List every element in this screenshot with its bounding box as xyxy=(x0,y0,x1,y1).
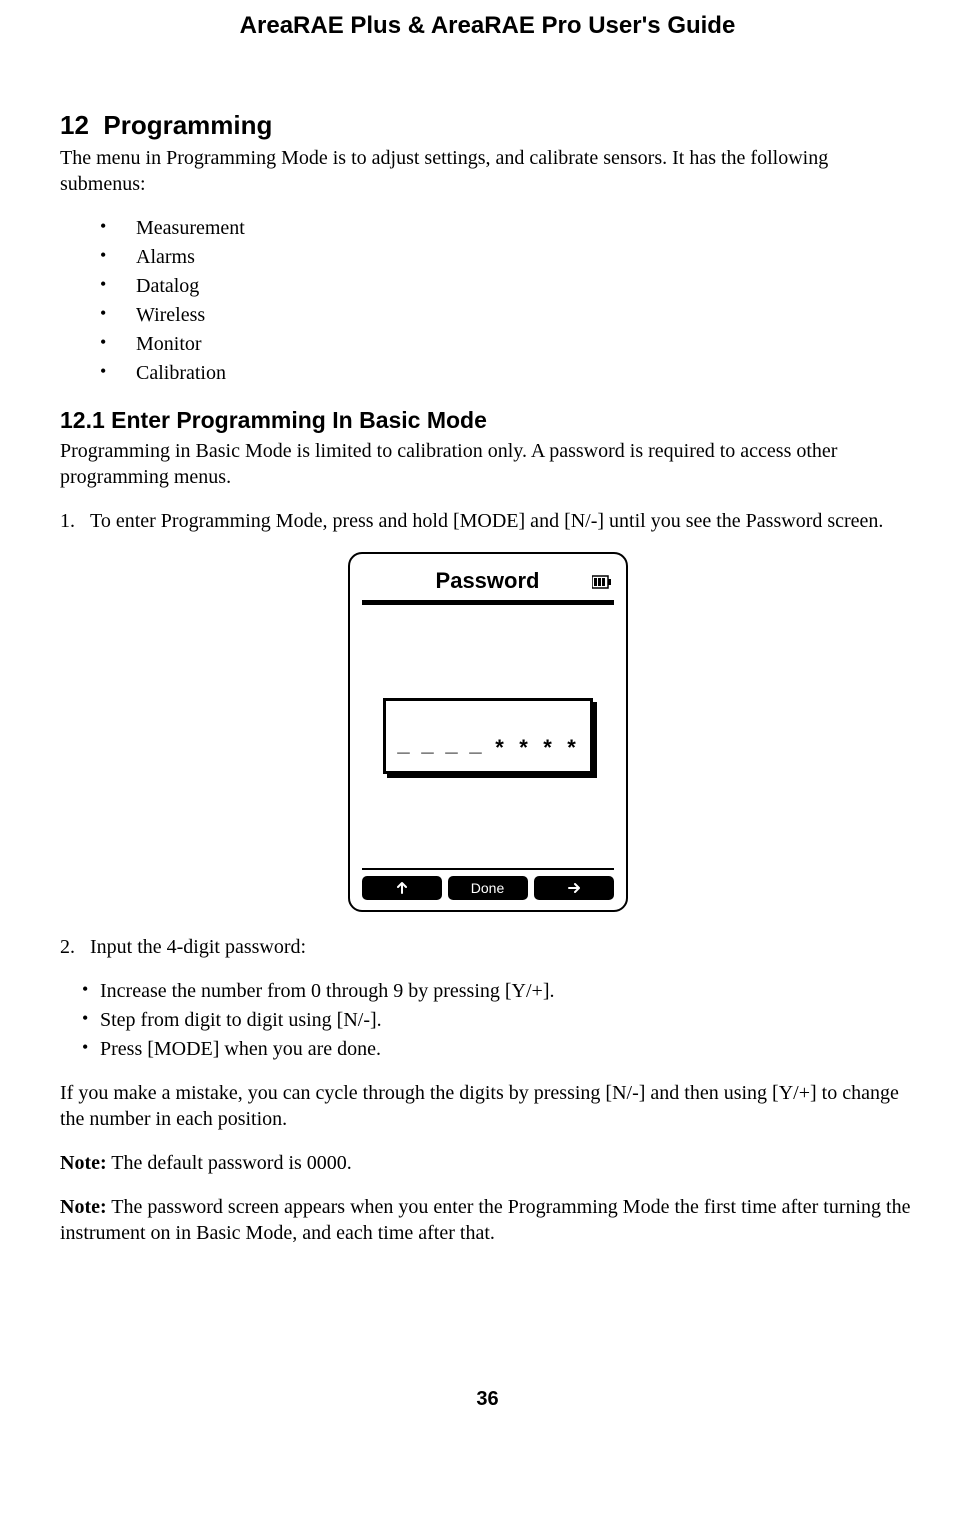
pwd-digit-placeholder: _ xyxy=(421,733,435,755)
device-footer: Done xyxy=(362,876,614,900)
subsection-number: 12.1 xyxy=(60,407,105,433)
section-title: Programming xyxy=(103,110,272,140)
pwd-digit-masked: * xyxy=(565,737,579,759)
pwd-digit-placeholder: _ xyxy=(469,733,483,755)
device-right-button xyxy=(534,876,614,900)
subsection-heading: 12.1 Enter Programming In Basic Mode xyxy=(60,406,915,436)
list-item: Calibration xyxy=(100,360,915,386)
note-2: Note: The password screen appears when y… xyxy=(60,1194,915,1246)
section-heading: 12 Programming xyxy=(60,109,915,143)
step-1: 1. To enter Programming Mode, press and … xyxy=(60,508,915,534)
mistake-text: If you make a mistake, you can cycle thr… xyxy=(60,1080,915,1132)
device-diagram: Password _ _ _ _ * * * * xyxy=(60,552,915,912)
pwd-digit-masked: * xyxy=(541,737,555,759)
pwd-digit-placeholder: _ xyxy=(397,733,411,755)
note-1-label: Note: xyxy=(60,1152,107,1174)
note-2-label: Note: xyxy=(60,1196,107,1218)
device-screen: Password _ _ _ _ * * * * xyxy=(348,552,628,912)
note-2-text: The password screen appears when you ent… xyxy=(60,1196,910,1244)
device-up-button xyxy=(362,876,442,900)
list-item: Step from digit to digit using [N/-]. xyxy=(82,1007,915,1033)
section-intro: The menu in Programming Mode is to adjus… xyxy=(60,145,915,197)
list-item: Wireless xyxy=(100,302,915,328)
device-done-button: Done xyxy=(448,876,528,900)
battery-icon xyxy=(592,570,612,596)
device-body: _ _ _ _ * * * * xyxy=(362,605,614,868)
subsection-title: Enter Programming In Basic Mode xyxy=(111,407,487,433)
pwd-digit-masked: * xyxy=(493,737,507,759)
step-1-number: 1. xyxy=(60,508,90,534)
section-number: 12 xyxy=(60,110,89,140)
note-1-text: The default password is 0000. xyxy=(107,1152,352,1174)
submenu-list: Measurement Alarms Datalog Wireless Moni… xyxy=(100,215,915,386)
list-item: Datalog xyxy=(100,273,915,299)
list-item: Alarms xyxy=(100,244,915,270)
list-item: Increase the number from 0 through 9 by … xyxy=(82,978,915,1004)
step-1-text: To enter Programming Mode, press and hol… xyxy=(90,508,883,534)
step-2-text: Input the 4-digit password: xyxy=(90,934,306,960)
instruction-list: Increase the number from 0 through 9 by … xyxy=(82,978,915,1062)
subsection-intro: Programming in Basic Mode is limited to … xyxy=(60,438,915,490)
document-title: AreaRAE Plus & AreaRAE Pro User's Guide xyxy=(60,10,915,41)
note-1: Note: The default password is 0000. xyxy=(60,1150,915,1176)
device-divider-bottom xyxy=(362,868,614,870)
list-item: Measurement xyxy=(100,215,915,241)
pwd-digit-masked: * xyxy=(517,737,531,759)
step-2: 2. Input the 4-digit password: xyxy=(60,934,915,960)
pwd-digit-placeholder: _ xyxy=(445,733,459,755)
step-2-number: 2. xyxy=(60,934,90,960)
device-title: Password xyxy=(436,567,540,596)
page-number: 36 xyxy=(60,1386,915,1412)
list-item: Monitor xyxy=(100,331,915,357)
list-item: Press [MODE] when you are done. xyxy=(82,1036,915,1062)
device-header: Password xyxy=(362,564,614,598)
password-input-box: _ _ _ _ * * * * xyxy=(383,698,593,774)
